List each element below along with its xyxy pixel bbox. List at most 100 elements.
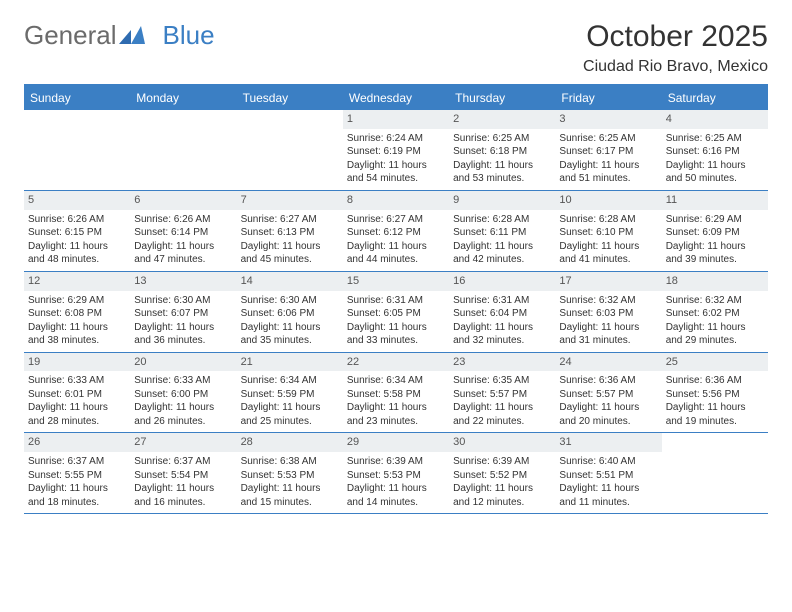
sunrise-text: Sunrise: 6:40 AM xyxy=(559,455,657,469)
day-body: Sunrise: 6:31 AMSunset: 6:05 PMDaylight:… xyxy=(343,291,449,352)
weekday-header: Sunday xyxy=(24,86,130,110)
day-cell: 8Sunrise: 6:27 AMSunset: 6:12 PMDaylight… xyxy=(343,191,449,271)
daylight-text: Daylight: 11 hours and 41 minutes. xyxy=(559,240,657,267)
sunrise-text: Sunrise: 6:28 AM xyxy=(453,213,551,227)
day-number: 2 xyxy=(449,110,555,129)
day-number: 24 xyxy=(555,353,661,372)
sunset-text: Sunset: 6:11 PM xyxy=(453,226,551,240)
day-cell: 9Sunrise: 6:28 AMSunset: 6:11 PMDaylight… xyxy=(449,191,555,271)
day-number: 10 xyxy=(555,191,661,210)
sunset-text: Sunset: 6:19 PM xyxy=(347,145,445,159)
sunrise-text: Sunrise: 6:31 AM xyxy=(453,294,551,308)
sunrise-text: Sunrise: 6:26 AM xyxy=(28,213,126,227)
sunset-text: Sunset: 5:51 PM xyxy=(559,469,657,483)
daylight-text: Daylight: 11 hours and 35 minutes. xyxy=(241,321,339,348)
daylight-text: Daylight: 11 hours and 26 minutes. xyxy=(134,401,232,428)
sunrise-text: Sunrise: 6:28 AM xyxy=(559,213,657,227)
header: General Blue October 2025 Ciudad Rio Bra… xyxy=(24,20,768,76)
sunset-text: Sunset: 5:52 PM xyxy=(453,469,551,483)
sunrise-text: Sunrise: 6:24 AM xyxy=(347,132,445,146)
day-cell xyxy=(24,110,130,190)
sunset-text: Sunset: 6:14 PM xyxy=(134,226,232,240)
day-cell: 18Sunrise: 6:32 AMSunset: 6:02 PMDayligh… xyxy=(662,272,768,352)
day-cell: 26Sunrise: 6:37 AMSunset: 5:55 PMDayligh… xyxy=(24,433,130,513)
day-cell: 25Sunrise: 6:36 AMSunset: 5:56 PMDayligh… xyxy=(662,353,768,433)
day-number: 7 xyxy=(237,191,343,210)
daylight-text: Daylight: 11 hours and 25 minutes. xyxy=(241,401,339,428)
logo-icon xyxy=(119,20,145,51)
day-number: 25 xyxy=(662,353,768,372)
sunrise-text: Sunrise: 6:29 AM xyxy=(666,213,764,227)
week-row: 1Sunrise: 6:24 AMSunset: 6:19 PMDaylight… xyxy=(24,110,768,191)
sunrise-text: Sunrise: 6:33 AM xyxy=(28,374,126,388)
day-body: Sunrise: 6:36 AMSunset: 5:56 PMDaylight:… xyxy=(662,371,768,432)
daylight-text: Daylight: 11 hours and 45 minutes. xyxy=(241,240,339,267)
daylight-text: Daylight: 11 hours and 18 minutes. xyxy=(28,482,126,509)
sunrise-text: Sunrise: 6:38 AM xyxy=(241,455,339,469)
day-body: Sunrise: 6:28 AMSunset: 6:10 PMDaylight:… xyxy=(555,210,661,271)
day-body: Sunrise: 6:33 AMSunset: 6:01 PMDaylight:… xyxy=(24,371,130,432)
day-cell: 1Sunrise: 6:24 AMSunset: 6:19 PMDaylight… xyxy=(343,110,449,190)
daylight-text: Daylight: 11 hours and 39 minutes. xyxy=(666,240,764,267)
sunset-text: Sunset: 6:07 PM xyxy=(134,307,232,321)
day-cell xyxy=(237,110,343,190)
day-body: Sunrise: 6:36 AMSunset: 5:57 PMDaylight:… xyxy=(555,371,661,432)
day-cell xyxy=(662,433,768,513)
day-cell: 15Sunrise: 6:31 AMSunset: 6:05 PMDayligh… xyxy=(343,272,449,352)
daylight-text: Daylight: 11 hours and 54 minutes. xyxy=(347,159,445,186)
sunrise-text: Sunrise: 6:25 AM xyxy=(559,132,657,146)
daylight-text: Daylight: 11 hours and 29 minutes. xyxy=(666,321,764,348)
sunset-text: Sunset: 6:03 PM xyxy=(559,307,657,321)
sunset-text: Sunset: 6:02 PM xyxy=(666,307,764,321)
sunset-text: Sunset: 5:57 PM xyxy=(559,388,657,402)
sunrise-text: Sunrise: 6:33 AM xyxy=(134,374,232,388)
daylight-text: Daylight: 11 hours and 28 minutes. xyxy=(28,401,126,428)
day-number: 12 xyxy=(24,272,130,291)
title-block: October 2025 Ciudad Rio Bravo, Mexico xyxy=(583,20,768,76)
day-body: Sunrise: 6:25 AMSunset: 6:17 PMDaylight:… xyxy=(555,129,661,190)
day-number: 18 xyxy=(662,272,768,291)
weekday-header: Wednesday xyxy=(343,86,449,110)
sunrise-text: Sunrise: 6:30 AM xyxy=(241,294,339,308)
sunset-text: Sunset: 6:16 PM xyxy=(666,145,764,159)
week-row: 12Sunrise: 6:29 AMSunset: 6:08 PMDayligh… xyxy=(24,272,768,353)
sunset-text: Sunset: 5:54 PM xyxy=(134,469,232,483)
day-number: 8 xyxy=(343,191,449,210)
day-cell: 30Sunrise: 6:39 AMSunset: 5:52 PMDayligh… xyxy=(449,433,555,513)
day-number: 11 xyxy=(662,191,768,210)
day-body: Sunrise: 6:29 AMSunset: 6:09 PMDaylight:… xyxy=(662,210,768,271)
sunrise-text: Sunrise: 6:34 AM xyxy=(347,374,445,388)
day-number: 30 xyxy=(449,433,555,452)
sunset-text: Sunset: 6:00 PM xyxy=(134,388,232,402)
day-number: 17 xyxy=(555,272,661,291)
day-number: 19 xyxy=(24,353,130,372)
sunset-text: Sunset: 6:17 PM xyxy=(559,145,657,159)
sunrise-text: Sunrise: 6:34 AM xyxy=(241,374,339,388)
sunrise-text: Sunrise: 6:27 AM xyxy=(241,213,339,227)
day-number: 5 xyxy=(24,191,130,210)
day-cell: 20Sunrise: 6:33 AMSunset: 6:00 PMDayligh… xyxy=(130,353,236,433)
daylight-text: Daylight: 11 hours and 42 minutes. xyxy=(453,240,551,267)
day-cell: 17Sunrise: 6:32 AMSunset: 6:03 PMDayligh… xyxy=(555,272,661,352)
day-cell: 28Sunrise: 6:38 AMSunset: 5:53 PMDayligh… xyxy=(237,433,343,513)
daylight-text: Daylight: 11 hours and 51 minutes. xyxy=(559,159,657,186)
day-body: Sunrise: 6:39 AMSunset: 5:52 PMDaylight:… xyxy=(449,452,555,513)
sunrise-text: Sunrise: 6:25 AM xyxy=(666,132,764,146)
day-cell: 16Sunrise: 6:31 AMSunset: 6:04 PMDayligh… xyxy=(449,272,555,352)
day-body: Sunrise: 6:27 AMSunset: 6:12 PMDaylight:… xyxy=(343,210,449,271)
day-body: Sunrise: 6:32 AMSunset: 6:02 PMDaylight:… xyxy=(662,291,768,352)
day-body: Sunrise: 6:31 AMSunset: 6:04 PMDaylight:… xyxy=(449,291,555,352)
day-number: 16 xyxy=(449,272,555,291)
sunset-text: Sunset: 5:56 PM xyxy=(666,388,764,402)
daylight-text: Daylight: 11 hours and 12 minutes. xyxy=(453,482,551,509)
day-cell: 6Sunrise: 6:26 AMSunset: 6:14 PMDaylight… xyxy=(130,191,236,271)
calendar: SundayMondayTuesdayWednesdayThursdayFrid… xyxy=(24,84,768,514)
day-cell: 13Sunrise: 6:30 AMSunset: 6:07 PMDayligh… xyxy=(130,272,236,352)
day-body: Sunrise: 6:40 AMSunset: 5:51 PMDaylight:… xyxy=(555,452,661,513)
day-body: Sunrise: 6:33 AMSunset: 6:00 PMDaylight:… xyxy=(130,371,236,432)
sunset-text: Sunset: 6:10 PM xyxy=(559,226,657,240)
sunset-text: Sunset: 6:06 PM xyxy=(241,307,339,321)
daylight-text: Daylight: 11 hours and 31 minutes. xyxy=(559,321,657,348)
day-cell: 23Sunrise: 6:35 AMSunset: 5:57 PMDayligh… xyxy=(449,353,555,433)
sunset-text: Sunset: 6:08 PM xyxy=(28,307,126,321)
